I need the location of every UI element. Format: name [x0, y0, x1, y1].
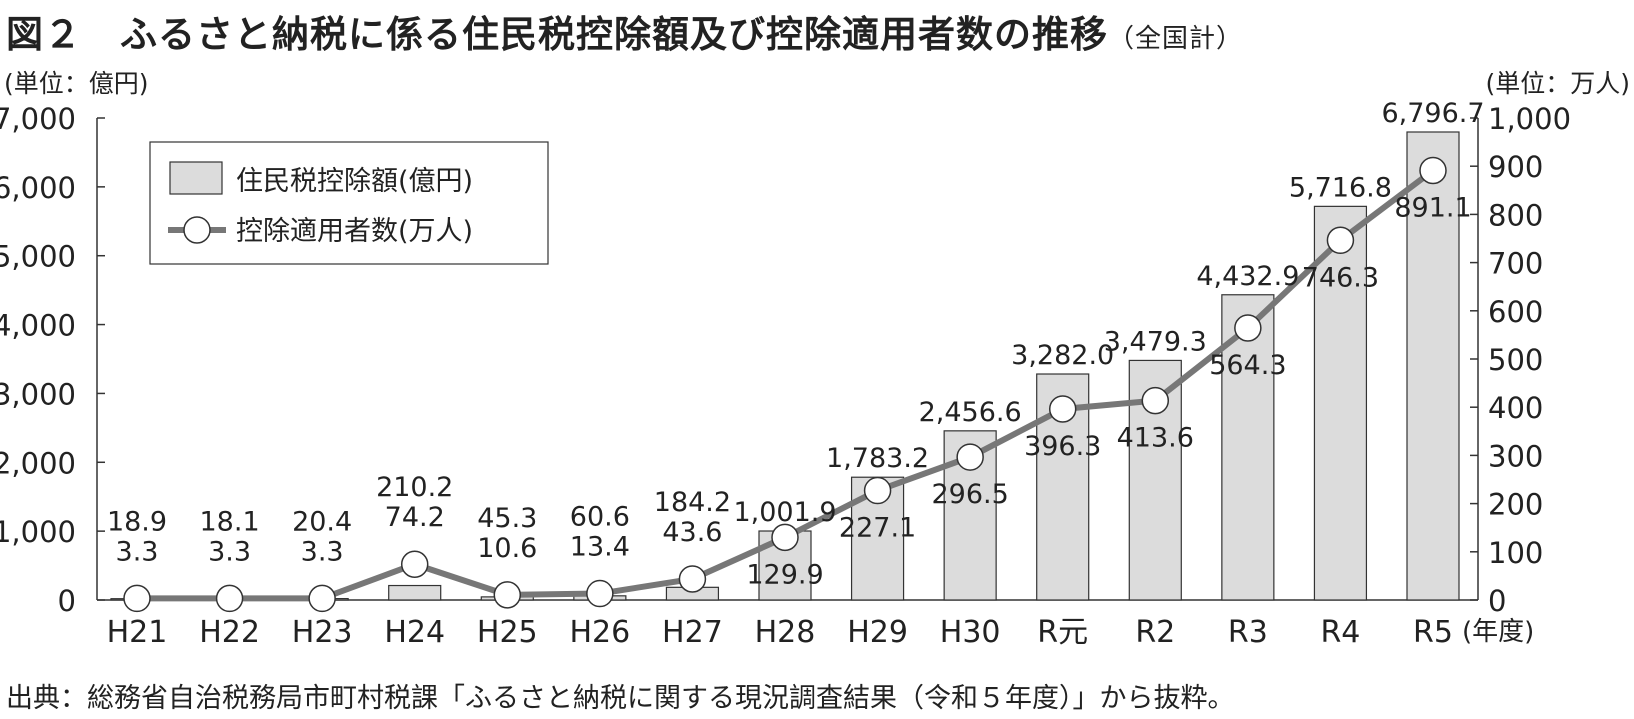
source-note: 出典：総務省自治税務局市町村税課「ふるさと納税に関する現況調査結果（令和５年度）… [6, 683, 1235, 714]
point-H27 [678, 565, 707, 593]
line-value-label: 129.9 [746, 559, 823, 590]
point-H22 [215, 584, 244, 613]
line-value-label: 3.3 [208, 536, 251, 567]
left-tick-label: 2,000 [0, 446, 76, 480]
right-tick-label: 800 [1488, 198, 1543, 232]
point-H26 [586, 579, 614, 608]
x-tick-label: H23 [292, 615, 353, 650]
bar-value-label: 4,432.9 [1196, 261, 1299, 292]
left-tick-label: 5,000 [0, 240, 76, 274]
right-axis-label: (単位：万人) [1485, 69, 1630, 98]
line-value-label: 10.6 [477, 533, 537, 564]
bar-value-label: 184.2 [654, 487, 731, 518]
legend-bar-label: 住民税控除額(億円) [236, 166, 473, 197]
bar-value-label: 210.2 [376, 472, 453, 503]
line-value-label: 3.3 [116, 536, 159, 567]
right-tick-label: 700 [1488, 247, 1543, 281]
x-tick-label: R3 [1228, 615, 1268, 650]
line-value-label: 296.5 [931, 479, 1008, 510]
bar-value-label: 6,796.7 [1381, 98, 1484, 129]
line-value-label: 396.3 [1024, 431, 1101, 462]
right-tick-label: 600 [1488, 295, 1543, 329]
line-value-label: 564.3 [1209, 350, 1286, 381]
bar-value-label: 2,456.6 [919, 397, 1022, 428]
point-R4 [1326, 226, 1355, 255]
right-tick-label: 200 [1488, 488, 1543, 522]
bar-value-label: 18.9 [107, 506, 167, 537]
x-tick-label: H25 [477, 615, 538, 650]
x-tick-label: H21 [107, 615, 168, 650]
point-R5 [1419, 156, 1447, 185]
x-axis-label: (年度) [1462, 617, 1534, 647]
right-tick-label: 500 [1488, 343, 1543, 377]
legend-bar-swatch [169, 161, 223, 195]
line-value-label: 413.6 [1117, 423, 1194, 454]
left-tick-label: 4,000 [0, 309, 76, 343]
left-tick-label: 7,000 [0, 102, 76, 136]
right-tick-label: 100 [1488, 536, 1543, 570]
point-H23 [308, 584, 336, 613]
x-tick-label: H22 [199, 615, 260, 650]
bar-value-label: 1,783.2 [826, 443, 929, 474]
point-R元 [1048, 395, 1077, 423]
right-tick-label: 300 [1488, 439, 1543, 473]
right-tick-label: 400 [1488, 391, 1543, 425]
bar-value-label: 60.6 [570, 502, 630, 533]
point-H25 [493, 581, 522, 609]
line-value-label: 227.1 [839, 513, 916, 544]
bar-value-label: 45.3 [477, 503, 537, 534]
bar-value-label: 1,001.9 [733, 497, 836, 528]
bar-value-label: 18.1 [200, 506, 260, 537]
line-value-label: 3.3 [301, 536, 344, 567]
point-H29 [863, 476, 892, 505]
bar-value-label: 3,282.0 [1011, 340, 1114, 371]
x-tick-label: R元 [1037, 615, 1088, 650]
x-tick-label: H27 [662, 615, 723, 650]
title-note: （全国計） [1108, 24, 1244, 54]
x-tick-label: H30 [940, 615, 1001, 650]
bar-R3 [1221, 294, 1275, 601]
bar-value-label: 5,716.8 [1289, 172, 1392, 203]
line-value-label: 74.2 [385, 502, 445, 533]
bar-value-label: 3,479.3 [1104, 326, 1207, 357]
point-H30 [956, 443, 984, 471]
x-tick-label: H29 [847, 615, 908, 650]
point-H21 [123, 584, 151, 613]
bar-R4 [1313, 205, 1368, 601]
line-value-label: 13.4 [570, 532, 630, 563]
legend-line-label: 控除適用者数(万人) [236, 216, 473, 247]
right-tick-label: 900 [1488, 150, 1543, 184]
legend-line-marker [183, 216, 211, 244]
x-tick-label: R5 [1413, 615, 1453, 650]
left-tick-label: 6,000 [0, 171, 76, 205]
bar-R5 [1406, 131, 1460, 601]
bar-H24 [388, 584, 442, 601]
x-tick-label: R2 [1135, 615, 1175, 650]
point-H28 [771, 523, 799, 552]
x-tick-label: H24 [384, 615, 445, 650]
right-tick-label: 1,000 [1488, 102, 1571, 136]
line-value-label: 891.1 [1394, 192, 1471, 223]
left-tick-label: 1,000 [0, 515, 76, 549]
chart-title: 図２ ふるさと納税に係る住民税控除額及び控除適用者数の推移（全国計） [6, 4, 1243, 58]
x-tick-label: H28 [755, 615, 816, 650]
point-H24 [400, 550, 429, 578]
left-tick-label: 3,000 [0, 377, 76, 411]
left-tick-label: 0 [58, 584, 76, 618]
point-R3 [1234, 314, 1262, 342]
bar-value-label: 20.4 [292, 506, 352, 537]
x-tick-label: R4 [1320, 615, 1360, 650]
point-R2 [1141, 386, 1170, 415]
title-text: 図２ ふるさと納税に係る住民税控除額及び控除適用者数の推移 [6, 13, 1108, 56]
line-value-label: 43.6 [662, 517, 722, 548]
x-tick-label: H26 [569, 615, 630, 650]
line-value-label: 746.3 [1302, 262, 1379, 293]
left-axis-label: (単位：億円) [4, 69, 149, 98]
right-tick-label: 0 [1488, 584, 1506, 618]
